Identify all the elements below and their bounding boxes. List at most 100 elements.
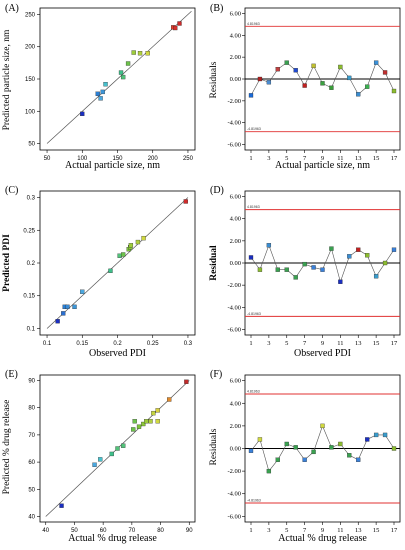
data-point	[144, 419, 149, 424]
x-tick-label: 17	[391, 527, 398, 534]
x-tick-label: 250	[183, 156, 194, 162]
data-point	[338, 441, 343, 447]
data-point	[275, 457, 280, 462]
data-point	[365, 84, 370, 89]
data-point	[373, 432, 379, 438]
data-point	[284, 60, 289, 65]
data-point	[136, 424, 142, 429]
y-tick-label: 6.00	[230, 378, 241, 385]
y-tick-label: 2.00	[230, 54, 241, 61]
y-tick-label: 4.00	[230, 400, 241, 407]
data-point	[59, 503, 64, 508]
y-tick-label: 0.00	[230, 446, 241, 453]
y-tick-label: 2.00	[230, 423, 241, 430]
lower-limit-label: -4.81963	[247, 312, 261, 316]
x-tick-label: 3	[267, 340, 270, 347]
panel-b-xlabel: Actual particle size, nm	[275, 160, 370, 171]
data-point	[167, 397, 172, 402]
data-point	[329, 246, 334, 251]
y-tick-label: -2.00	[227, 282, 241, 289]
data-point	[132, 419, 137, 424]
data-point	[302, 457, 307, 462]
y-tick-label: 0.25	[23, 228, 35, 234]
data-point	[95, 91, 100, 96]
y-tick-label: 50	[28, 487, 35, 493]
panel-f: (F) Residuals 6.00 4.00 2.00 0.00 -2.00 -4.00…	[205, 367, 405, 550]
data-point	[131, 427, 136, 432]
y-tick-label: 0.2	[27, 261, 36, 267]
y-tick-label: -2.00	[227, 468, 241, 475]
x-tick-label: 1	[249, 155, 252, 162]
x-tick-label: 13	[355, 527, 362, 534]
y-tick-label: 0.3	[27, 196, 36, 202]
x-tick-label: 50	[44, 156, 51, 162]
plot-frame	[39, 374, 196, 523]
panel-d: (D) Residual 6.00 4.00 2.00 0.00 -2.00 -4.00-…	[205, 183, 405, 363]
data-point	[115, 446, 120, 451]
data-point	[128, 243, 134, 248]
fit-line	[46, 10, 192, 144]
y-tick-label: 70	[28, 433, 35, 439]
y-tick-label: 4.00	[230, 216, 241, 223]
x-tick-label: 3	[267, 527, 270, 534]
x-tick-label: 50	[71, 528, 78, 534]
x-tick-label: 15	[373, 340, 380, 347]
data-point	[72, 304, 77, 310]
panel-f-chart: 6.004.002.000.00-2.00-4.00-6.001 3 5 7 9 11 13…	[227, 374, 401, 534]
x-tick-label: 40	[42, 528, 49, 534]
panel-a-chart: 50 100 150 200 250 50 100 150 200 250	[25, 7, 196, 162]
data-point	[365, 253, 370, 258]
data-point	[121, 443, 126, 448]
panel-c-xlabel: Observed PDI	[89, 348, 146, 359]
data-point	[391, 446, 397, 451]
data-point	[311, 63, 316, 69]
data-point	[356, 247, 361, 252]
data-point	[109, 451, 114, 457]
panel-label-e: (E)	[5, 369, 18, 380]
panel-a-xlabel: Actual particle size, nm	[65, 160, 160, 171]
panel-label-a: (A)	[5, 3, 19, 14]
panel-c: (C) Predicted PDI 0.1 0.15 0.2 0.25 0.3 0.1 0.…	[0, 183, 200, 363]
upper-limit-label: 4.81963	[247, 22, 260, 26]
data-point	[373, 60, 379, 65]
data-point	[98, 457, 103, 462]
data-point	[145, 51, 150, 56]
panel-c-chart: 0.1 0.15 0.2 0.25 0.3 0.1 0.15 0.2 0.25 0.3	[23, 190, 196, 347]
data-point	[356, 457, 361, 462]
y-tick-label: 80	[28, 406, 35, 412]
panel-e-xlabel: Actual % drug release	[68, 533, 157, 544]
x-tick-label: 15	[373, 155, 380, 162]
data-point	[391, 247, 397, 252]
data-point	[141, 421, 146, 427]
data-point	[302, 83, 307, 88]
x-tick-label: 100	[77, 156, 88, 162]
fit-line	[46, 197, 189, 329]
y-tick-label: 0.00	[230, 76, 241, 83]
x-tick-label: 0.15	[76, 341, 88, 347]
data-point	[120, 252, 126, 257]
data-point	[391, 88, 397, 94]
panel-d-chart: 6.004.002.000.00-2.00-4.00-6.001 3 5 7 9 11 13…	[227, 190, 401, 347]
data-point	[184, 379, 189, 384]
data-point	[257, 437, 263, 442]
data-point	[365, 437, 370, 442]
data-point	[284, 267, 289, 272]
x-tick-label: 11	[337, 340, 343, 347]
data-point	[382, 432, 388, 438]
y-tick-label: 0.15	[23, 294, 35, 300]
x-tick-label: 150	[112, 156, 123, 162]
data-point	[320, 267, 325, 272]
y-tick-label: 0.00	[230, 260, 241, 267]
panel-f-xlabel: Actual % drug release	[278, 533, 367, 544]
data-point	[275, 67, 280, 72]
y-tick-label: -4.00	[227, 120, 241, 127]
data-point	[347, 453, 352, 458]
data-point	[257, 267, 263, 272]
data-point	[347, 75, 352, 81]
x-tick-label: 90	[186, 528, 193, 534]
y-tick-label: 250	[25, 12, 36, 18]
y-tick-label: 2.00	[230, 238, 241, 245]
x-tick-label: 5	[285, 527, 288, 534]
data-point	[293, 275, 298, 280]
data-point	[55, 319, 60, 324]
